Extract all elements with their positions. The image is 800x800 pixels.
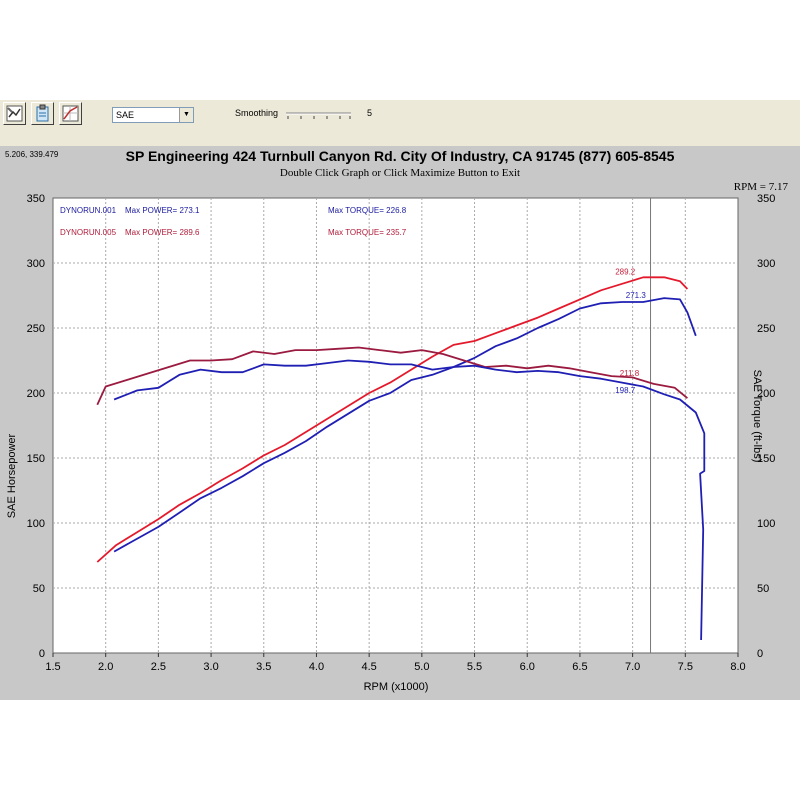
y-tick-label: 200 (27, 388, 45, 400)
y-tick-label: 50 (33, 583, 45, 595)
chart-settings-icon[interactable] (59, 102, 82, 125)
y-axis-label: SAE Horsepower (6, 433, 18, 518)
y-tick-label: 350 (27, 193, 45, 205)
series-layer (96, 276, 706, 641)
toolbar: SAE ▼ Smoothing 5 (0, 100, 800, 130)
x-tick-label: 5.5 (467, 661, 482, 673)
legend-max-power: Max POWER= 289.6 (125, 228, 200, 237)
y-tick-label: 150 (27, 453, 45, 465)
y2-tick-label: 100 (757, 518, 775, 530)
clipboard-icon[interactable] (31, 102, 54, 125)
y2-tick-label: 300 (757, 258, 775, 270)
x-tick-label: 3.0 (203, 661, 218, 673)
y-tick-label: 250 (27, 323, 45, 335)
x-tick-label: 6.0 (520, 661, 535, 673)
y2-tick-label: 250 (757, 323, 775, 335)
x-axis: 1.5 2.0 2.5 3.0 3.5 4.0 4.5 5.0 5.5 6.0 6.5 7.0 7.5 8… (45, 653, 746, 673)
legend-run-name: DYNORUN.001 (60, 206, 117, 215)
x-tick-label: 5.0 (414, 661, 429, 673)
dyno-chart-panel[interactable]: 5.206, 339.479 SP Engineering 424 Turnbu… (0, 146, 800, 700)
mode-select[interactable]: SAE ▼ (112, 107, 194, 123)
y-tick-label: 300 (27, 258, 45, 270)
peak-value-label: 211.8 (620, 369, 640, 378)
y2-tick-label: 150 (757, 453, 775, 465)
y2-axis: 0 50 100 150 200 250 300 350 (757, 193, 775, 660)
x-tick-label: 8.0 (730, 661, 745, 673)
y-axis: 0 50 100 150 200 250 300 350 (27, 193, 45, 660)
y2-axis-label: SAE Torque (ft-lbs) (751, 370, 763, 463)
series-line-dynorun-005-torque (96, 346, 688, 406)
x-tick-label: 4.5 (362, 661, 377, 673)
x-tick-label: 2.5 (151, 661, 166, 673)
x-tick-label: 7.5 (678, 661, 693, 673)
chart-title: SP Engineering 424 Turnbull Canyon Rd. C… (126, 148, 675, 164)
legend-max-torque: Max TORQUE= 226.8 (328, 206, 407, 215)
legend-max-power: Max POWER= 273.1 (125, 206, 200, 215)
chart-subtitle: Double Click Graph or Click Maximize But… (280, 167, 520, 179)
legend-run-name: DYNORUN.005 (60, 228, 117, 237)
y-tick-label: 0 (39, 648, 45, 660)
cursor-readout: 5.206, 339.479 (5, 150, 59, 159)
y-tick-label: 100 (27, 518, 45, 530)
legend: DYNORUN.001 Max POWER= 273.1 Max TORQUE= 2… (60, 206, 407, 237)
y2-tick-label: 0 (757, 648, 763, 660)
y2-tick-label: 200 (757, 388, 775, 400)
dyno-app-window: SAE ▼ Smoothing 5 5.206, 339.479 SP Engi… (0, 100, 800, 700)
series-line-dynorun-001-torque (113, 359, 706, 641)
series-line-dynorun-001-power (113, 297, 697, 553)
smoothing-label: Smoothing (235, 108, 279, 118)
wrench-chart-icon[interactable] (3, 102, 26, 125)
x-tick-label: 3.5 (256, 661, 271, 673)
series-line-dynorun-005-power (96, 276, 689, 563)
legend-max-torque: Max TORQUE= 235.7 (328, 228, 407, 237)
x-axis-label: RPM (x1000) (364, 681, 429, 693)
x-tick-label: 6.5 (572, 661, 587, 673)
x-tick-label: 7.0 (625, 661, 640, 673)
peak-value-label: 271.3 (626, 291, 647, 300)
chevron-down-icon[interactable]: ▼ (179, 108, 193, 122)
mode-select-value: SAE (116, 110, 135, 120)
rpm-readout: RPM = 7.17 (734, 181, 789, 193)
y2-tick-label: 350 (757, 193, 775, 205)
peak-value-label: 289.2 (615, 268, 636, 277)
dyno-chart[interactable]: 5.206, 339.479 SP Engineering 424 Turnbu… (0, 146, 800, 700)
smoothing-value: 5 (367, 108, 373, 118)
annotations: 289.2 271.3 211.8 198.7 (615, 268, 646, 395)
y2-tick-label: 50 (757, 583, 769, 595)
x-tick-label: 4.0 (309, 661, 324, 673)
x-tick-label: 2.0 (98, 661, 113, 673)
plot-area (52, 197, 739, 654)
smoothing-slider[interactable] (285, 110, 353, 120)
peak-value-label: 198.7 (615, 386, 636, 395)
x-tick-label: 1.5 (45, 661, 60, 673)
